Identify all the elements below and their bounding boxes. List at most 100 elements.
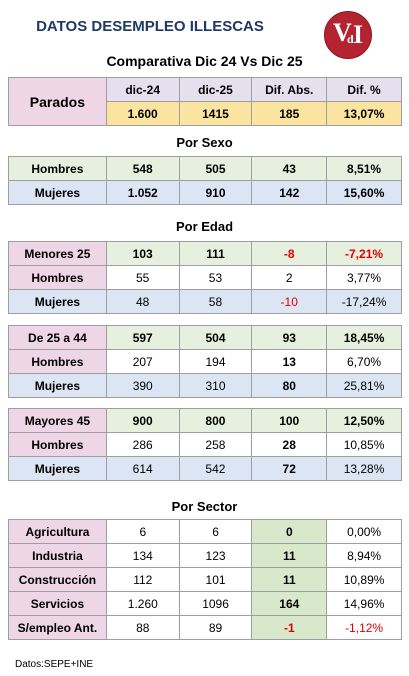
row-label: Mayores 45 xyxy=(8,408,107,433)
table-row: Agricultura 6 6 0 0,00% xyxy=(8,519,402,544)
table-row: Mujeres 390 310 80 25,81% xyxy=(8,373,402,398)
cell-dic24: 597 xyxy=(105,325,180,350)
header-dic25: dic-25 xyxy=(178,77,253,102)
row-label: Agricultura xyxy=(8,519,107,544)
cell-dic24: 548 xyxy=(105,156,180,181)
table-row: Hombres 286 258 28 10,85% xyxy=(8,432,402,457)
section-title-sector: Por Sector xyxy=(171,499,238,514)
cell-dic25: 542 xyxy=(178,456,253,481)
cell-dic25: 258 xyxy=(178,432,253,457)
cell-dic24: 112 xyxy=(105,567,180,592)
cell-abs: 0 xyxy=(251,519,328,544)
cell-dic24: 614 xyxy=(105,456,180,481)
table-row: Mujeres 48 58 -10 -17,24% xyxy=(8,289,402,314)
cell-dic24: 48 xyxy=(105,289,180,314)
cell-dic25: 1415 xyxy=(178,101,253,126)
row-label: De 25 a 44 xyxy=(8,325,107,350)
table-row: Hombres 55 53 2 3,77% xyxy=(8,265,402,290)
logo-letter-i: I xyxy=(353,20,364,49)
cell-abs: 13 xyxy=(251,349,328,374)
cell-dic24: 1.260 xyxy=(105,591,180,616)
table-row: Menores 25 103 111 -8 -7,21% xyxy=(8,241,402,266)
cell-dic25: 194 xyxy=(178,349,253,374)
cell-dic25: 89 xyxy=(178,615,253,640)
cell-abs: 100 xyxy=(251,408,328,433)
cell-pct: 10,89% xyxy=(326,567,402,592)
vdi-logo: V d I xyxy=(324,11,372,59)
cell-abs: 43 xyxy=(251,156,328,181)
cell-dic24: 286 xyxy=(105,432,180,457)
cell-dic24: 55 xyxy=(105,265,180,290)
cell-dic24: 1.052 xyxy=(105,180,180,205)
cell-pct: 13,07% xyxy=(326,101,402,126)
parados-label: Parados xyxy=(8,77,107,126)
cell-abs: 142 xyxy=(251,180,328,205)
row-label: Hombres xyxy=(8,349,107,374)
cell-dic25: 123 xyxy=(178,543,253,568)
section-title-edad: Por Edad xyxy=(175,219,234,234)
row-label: Mujeres xyxy=(8,373,107,398)
table-row: S/empleo Ant. 88 89 -1 -1,12% xyxy=(8,615,402,640)
cell-dic24: 6 xyxy=(105,519,180,544)
cell-dic24: 207 xyxy=(105,349,180,374)
sexo-table: Hombres 548 505 43 8,51% Mujeres 1.052 9… xyxy=(8,156,402,205)
row-label: Industria xyxy=(8,543,107,568)
parados-table: Parados dic-24 dic-25 Dif. Abs. Dif. % 1… xyxy=(8,77,402,126)
cell-pct: 6,70% xyxy=(326,349,402,374)
cell-dic24: 88 xyxy=(105,615,180,640)
row-label: Mujeres xyxy=(8,180,107,205)
table-row: Construcción 112 101 11 10,89% xyxy=(8,567,402,592)
table-row: Mayores 45 900 800 100 12,50% xyxy=(8,408,402,433)
cell-dic25: 101 xyxy=(178,567,253,592)
mayores-table: Mayores 45 900 800 100 12,50% Hombres 28… xyxy=(8,408,402,481)
cell-dic24: 900 xyxy=(105,408,180,433)
cell-dic25: 53 xyxy=(178,265,253,290)
table-row: Industria 134 123 11 8,94% xyxy=(8,543,402,568)
table-row: Mujeres 614 542 72 13,28% xyxy=(8,456,402,481)
row-label: Construcción xyxy=(8,567,107,592)
sector-table: Agricultura 6 6 0 0,00% Industria 134 12… xyxy=(8,519,402,640)
cell-pct: 15,60% xyxy=(326,180,402,205)
cell-abs: -8 xyxy=(251,241,328,266)
header-row: Parados dic-24 dic-25 Dif. Abs. Dif. % xyxy=(8,77,402,126)
cell-pct: 3,77% xyxy=(326,265,402,290)
cell-pct: -7,21% xyxy=(326,241,402,266)
cell-dic25: 1096 xyxy=(178,591,253,616)
menores-table: Menores 25 103 111 -8 -7,21% Hombres 55 … xyxy=(8,241,402,314)
row-label: Hombres xyxy=(8,432,107,457)
row-label: S/empleo Ant. xyxy=(8,615,107,640)
cell-pct: 8,94% xyxy=(326,543,402,568)
cell-abs: 80 xyxy=(251,373,328,398)
source-footer: Datos:SEPE+INE xyxy=(15,659,94,670)
table-row: Hombres 207 194 13 6,70% xyxy=(8,349,402,374)
cell-pct: 12,50% xyxy=(326,408,402,433)
row-label: Menores 25 xyxy=(8,241,107,266)
row-label: Hombres xyxy=(8,265,107,290)
cell-abs: -10 xyxy=(251,289,328,314)
cell-abs: 2 xyxy=(251,265,328,290)
header-dic24: dic-24 xyxy=(105,77,180,102)
cell-dic25: 6 xyxy=(178,519,253,544)
cell-dic25: 800 xyxy=(178,408,253,433)
page-title: DATOS DESEMPLEO ILLESCAS xyxy=(36,18,264,35)
cell-dic24: 103 xyxy=(105,241,180,266)
cell-pct: 8,51% xyxy=(326,156,402,181)
cell-dic24: 390 xyxy=(105,373,180,398)
row-label: Mujeres xyxy=(8,456,107,481)
parados-row: 1.600 1415 185 13,07% xyxy=(9,101,402,126)
cell-abs: 93 xyxy=(251,325,328,350)
cell-pct: 14,96% xyxy=(326,591,402,616)
table-row: Hombres 548 505 43 8,51% xyxy=(8,156,402,181)
medios-table: De 25 a 44 597 504 93 18,45% Hombres 207… xyxy=(8,325,402,398)
cell-pct: 0,00% xyxy=(326,519,402,544)
logo-letter-v: V xyxy=(333,18,352,47)
cell-dic25: 111 xyxy=(178,241,253,266)
row-label: Servicios xyxy=(8,591,107,616)
cell-pct: 10,85% xyxy=(326,432,402,457)
cell-dic24: 134 xyxy=(105,543,180,568)
cell-pct: 13,28% xyxy=(326,456,402,481)
cell-dic25: 910 xyxy=(178,180,253,205)
cell-dic25: 505 xyxy=(178,156,253,181)
logo-letter-d: d xyxy=(347,32,354,46)
cell-pct: 18,45% xyxy=(326,325,402,350)
